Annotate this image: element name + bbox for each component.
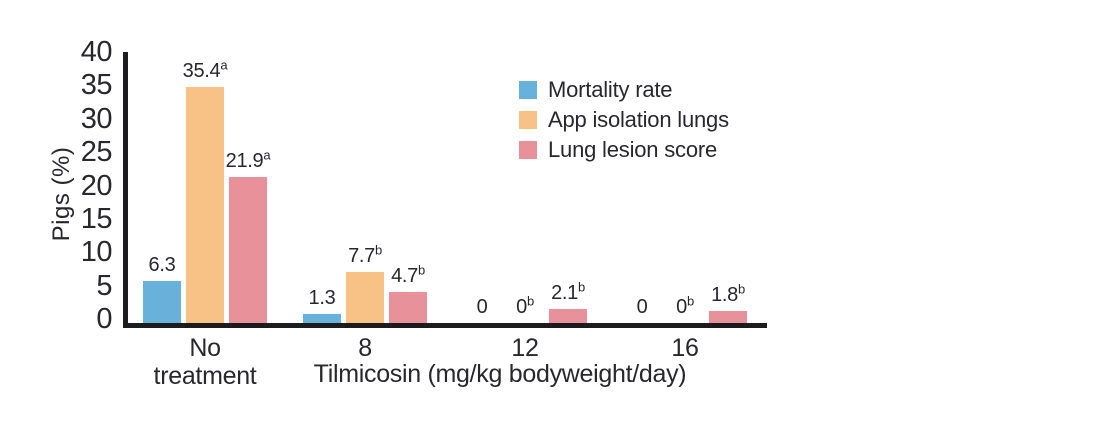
y-tick-label-5: 5 [96,269,112,302]
legend: Mortality rate App isolation lungs Lung le… [519,77,729,162]
bar-mortality-rate-8 [303,314,341,323]
x-tick-label-8: 8 [358,334,372,362]
legend-item-app-isolation-lungs: App isolation lungs [519,107,729,132]
bar-lung-lesion-score-no-treatment [229,177,267,323]
y-tick-label-35: 35 [80,69,113,102]
y-tick-label-20: 20 [80,169,113,202]
bar-value-label: 35.4a [182,57,228,82]
legend-item-lung-lesion-score: Lung lesion score [519,137,729,162]
y-axis-line [123,52,128,328]
legend-item-mortality-rate: Mortality rate [519,77,729,102]
y-tick-label-15: 15 [80,202,113,235]
y-tick-label-40: 40 [80,36,113,68]
bar-lung-lesion-score-16 [709,311,747,323]
x-tick-label-16: 16 [671,334,699,362]
bar-value-label: 0 [636,296,648,318]
bar-value-label: 0 [476,296,488,318]
x-tick-label-no-treatment: No treatment [153,334,257,390]
legend-swatch [519,81,537,99]
bar-app-isolation-lungs-8 [346,272,384,323]
y-tick-label-0: 0 [96,303,112,335]
bar-value-label: 6.3 [148,254,176,276]
bar-value-label: 1.8b [711,281,745,306]
y-tick-label-10: 10 [80,236,113,269]
x-tick-label-12: 12 [511,334,539,362]
bar-value-label: 2.1b [551,279,585,304]
legend-label: Mortality rate [548,77,673,102]
legend-swatch [519,111,537,129]
legend-label: App isolation lungs [548,107,729,132]
x-axis-label: Tilmicosin (mg/kg bodyweight/day) [313,360,687,388]
x-axis-line [123,323,767,328]
y-tick-label-25: 25 [80,136,113,169]
bar-value-label: 0b [676,293,694,318]
bar-app-isolation-lungs-no-treatment [186,87,224,323]
bar-value-label: 21.9a [225,147,271,172]
bar-lung-lesion-score-12 [549,309,587,323]
legend-swatch [519,141,537,159]
bar-mortality-rate-no-treatment [143,281,181,323]
y-tick-label-30: 30 [80,102,113,135]
bar-lung-lesion-score-8 [389,292,427,323]
legend-label: Lung lesion score [548,137,718,162]
bar-value-label: 7.7b [348,242,382,267]
bar-value-label: 1.3 [308,287,336,309]
bar-value-label: 4.7b [391,262,425,287]
bar-value-label: 0b [516,293,534,318]
